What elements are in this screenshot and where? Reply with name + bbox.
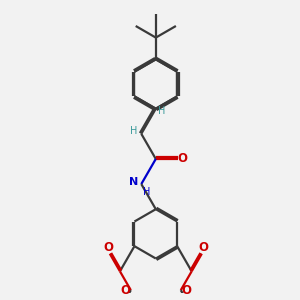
Text: O: O bbox=[121, 284, 130, 297]
Text: O: O bbox=[178, 152, 188, 165]
Text: H: H bbox=[130, 127, 138, 136]
Text: H: H bbox=[158, 106, 166, 116]
Text: O: O bbox=[198, 242, 208, 254]
Text: H: H bbox=[143, 187, 150, 197]
Text: O: O bbox=[103, 242, 113, 254]
Text: N: N bbox=[129, 177, 138, 187]
Text: O: O bbox=[181, 284, 191, 297]
